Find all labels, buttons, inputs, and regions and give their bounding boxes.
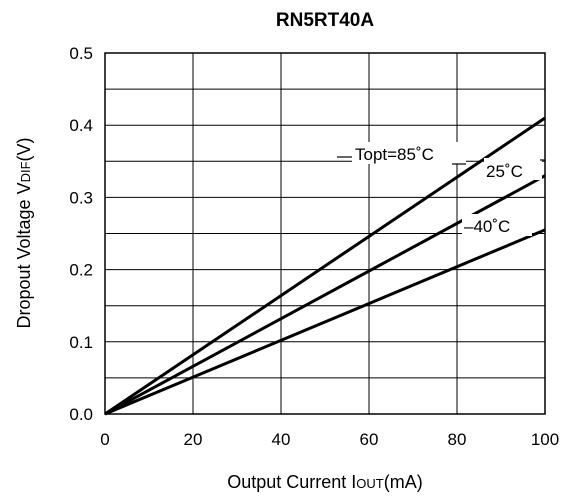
series-label-text: –40˚C bbox=[464, 217, 510, 236]
series-label-25: 25˚C bbox=[484, 158, 545, 181]
x-tick-label: 100 bbox=[531, 430, 559, 449]
y-tick-label: 0.3 bbox=[69, 188, 93, 207]
series-label-minus40: –40˚C bbox=[462, 214, 532, 236]
y-axis-label: Dropout Voltage VDIF(V) bbox=[14, 137, 34, 328]
y-tick-label: 0.5 bbox=[69, 44, 93, 63]
series-line-2 bbox=[104, 228, 546, 416]
grid bbox=[105, 53, 545, 414]
y-tick-label: 0.0 bbox=[69, 405, 93, 424]
x-axis-label: Output Current IOUT(mA) bbox=[227, 472, 423, 492]
series-label-text: Topt=85˚C bbox=[355, 145, 434, 164]
x-tick-labels: 0 20 40 60 80 100 bbox=[100, 430, 559, 449]
x-tick-label: 60 bbox=[360, 430, 379, 449]
y-tick-label: 0.2 bbox=[69, 261, 93, 280]
chart-title: RN5RT40A bbox=[276, 10, 374, 31]
series-label-text: 25˚C bbox=[486, 162, 523, 181]
x-tick-label: 20 bbox=[184, 430, 203, 449]
x-tick-label: 80 bbox=[448, 430, 467, 449]
x-tick-label: 40 bbox=[272, 430, 291, 449]
x-tick-label: 0 bbox=[100, 430, 109, 449]
plot-frame bbox=[104, 52, 546, 415]
y-tick-labels: 0.0 0.1 0.2 0.3 0.4 0.5 bbox=[69, 44, 93, 424]
y-tick-label: 0.4 bbox=[69, 116, 93, 135]
y-tick-label: 0.1 bbox=[69, 333, 93, 352]
series-lines bbox=[104, 116, 546, 416]
series-line-0 bbox=[104, 116, 546, 416]
series-label-85: Topt=85˚C bbox=[337, 142, 466, 165]
